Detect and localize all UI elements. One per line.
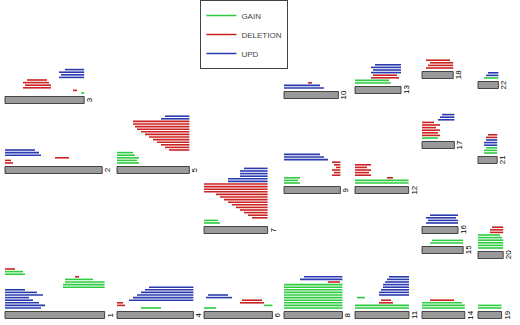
svg-text:13: 13 — [402, 85, 411, 94]
svg-text:UPD: UPD — [241, 50, 258, 59]
svg-text:7: 7 — [269, 228, 278, 233]
svg-text:1: 1 — [106, 313, 115, 318]
svg-text:10: 10 — [339, 90, 348, 99]
svg-text:15: 15 — [464, 245, 473, 254]
svg-text:19: 19 — [503, 310, 512, 319]
svg-text:22: 22 — [499, 80, 508, 89]
svg-text:6: 6 — [273, 312, 282, 317]
svg-text:16: 16 — [459, 225, 468, 234]
svg-text:11: 11 — [410, 310, 419, 319]
svg-text:17: 17 — [455, 140, 464, 149]
svg-text:2: 2 — [103, 167, 112, 172]
svg-text:9: 9 — [341, 187, 350, 192]
svg-text:5: 5 — [190, 167, 199, 172]
svg-text:3: 3 — [85, 97, 94, 102]
svg-text:14: 14 — [466, 310, 475, 319]
svg-text:21: 21 — [498, 155, 507, 164]
svg-text:12: 12 — [410, 185, 419, 194]
svg-text:8: 8 — [343, 312, 352, 317]
svg-text:18: 18 — [454, 70, 463, 79]
svg-text:GAIN: GAIN — [241, 12, 261, 21]
svg-text:4: 4 — [194, 312, 203, 317]
svg-text:20: 20 — [504, 250, 513, 259]
svg-text:DELETION: DELETION — [241, 31, 281, 40]
